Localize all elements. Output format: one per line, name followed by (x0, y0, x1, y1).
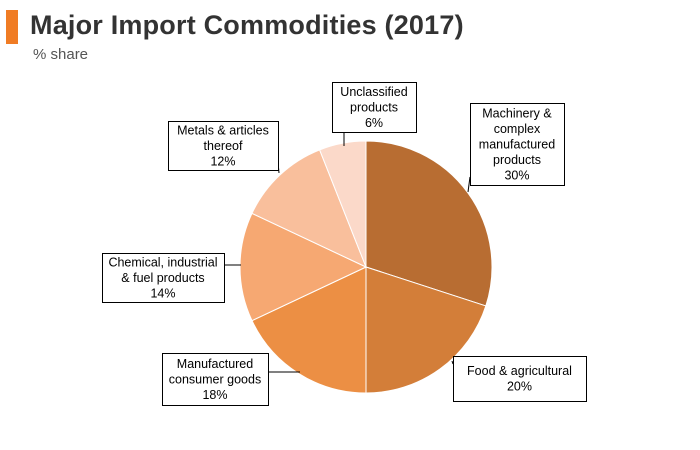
callout-box (162, 353, 269, 406)
pie-slice (239, 212, 368, 322)
slice-category-label: products (493, 153, 541, 167)
slice-value-label: 12% (210, 154, 235, 168)
callout-box (168, 121, 279, 171)
slice-category-label: Manufactured (177, 357, 253, 371)
pie-slice (251, 149, 367, 268)
callout-leader-line (467, 176, 471, 193)
slice-category-label: Food & agricultural (467, 364, 572, 378)
callout-box (470, 103, 565, 186)
slice-value-label: 6% (365, 116, 383, 130)
slice-category-label: manufactured (479, 137, 555, 151)
slice-category-label: Unclassified (340, 85, 407, 99)
slice-category-label: products (350, 100, 398, 114)
slice-value-label: 30% (504, 168, 529, 182)
slice-category-label: thereof (204, 139, 243, 153)
slice-value-label: 14% (150, 286, 175, 300)
callout-leader-line (451, 360, 454, 365)
slice-category-label: complex (494, 122, 541, 136)
slice-value-label: 18% (202, 388, 227, 402)
slice-category-label: consumer goods (169, 372, 261, 386)
slice-category-label: & fuel products (121, 271, 204, 285)
callout-box (102, 253, 225, 303)
chart-title: Major Import Commodities (2017) (30, 10, 464, 40)
callout-box (453, 356, 587, 402)
slice-value-label: 20% (507, 380, 532, 394)
title-accent-bar (6, 10, 18, 44)
slice-callout: Food & agricultural 20% (451, 356, 587, 402)
callout-box (332, 82, 417, 133)
pie-slice (365, 140, 493, 307)
slice-category-label: Chemical, industrial (108, 255, 217, 269)
slice-category-label: Machinery & (482, 106, 552, 120)
slice-category-label: Metals & articles (177, 123, 269, 137)
chart-subtitle: % share (33, 46, 89, 63)
pie-slice (365, 266, 487, 394)
pie-slice (251, 266, 367, 394)
pie-slice (318, 140, 367, 268)
